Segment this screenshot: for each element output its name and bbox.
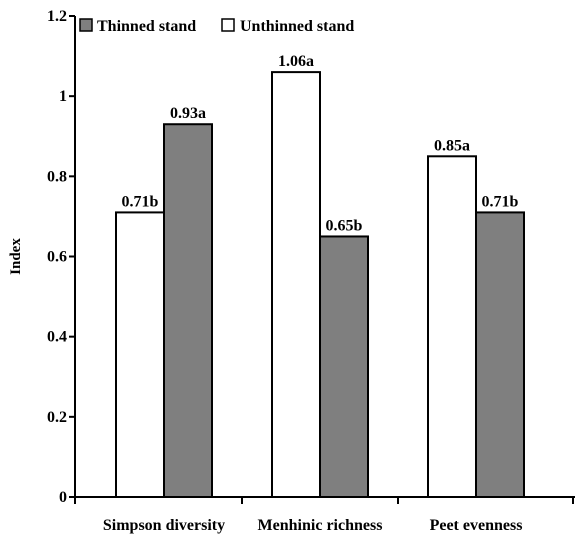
data-label: 0.85a (434, 137, 470, 154)
legend-swatch (79, 18, 93, 32)
legend: Thinned stand Unthinned stand (79, 18, 354, 35)
bar-unthinned (115, 211, 165, 499)
bar-thinned (319, 235, 369, 498)
bar-thinned (475, 211, 525, 499)
bar-unthinned (271, 71, 321, 498)
y-tick-label: 0 (59, 489, 67, 506)
y-tick-label: 1.2 (47, 8, 67, 25)
data-label: 0.93a (170, 105, 206, 122)
data-labels: 0.71b 0.93a 1.06a 0.65b 0.85a 0.71b (122, 53, 519, 234)
y-tick-label: 0.8 (47, 168, 67, 185)
data-label: 1.06a (278, 53, 314, 70)
y-tick-label: 1 (59, 88, 67, 105)
data-label: 0.71b (482, 193, 519, 210)
y-tick-label: 0.6 (47, 249, 67, 266)
x-category-label: Menhinic richness (258, 517, 383, 534)
legend-label: Thinned stand (97, 18, 196, 35)
axes: 0 0.2 0.4 0.6 0.8 1 1.2 Simpson diversity Menhin… (8, 8, 575, 534)
legend-label: Unthinned stand (240, 18, 354, 35)
y-tick-label: 0.2 (47, 409, 67, 426)
data-label: 0.71b (122, 193, 159, 210)
bar-thinned (163, 123, 213, 498)
legend-swatch (221, 18, 235, 32)
data-label: 0.65b (326, 217, 363, 234)
x-category-label: Peet evenness (430, 517, 523, 534)
y-tick-label: 0.4 (47, 329, 67, 346)
bars (115, 71, 525, 499)
bar-unthinned (427, 155, 477, 499)
x-category-label: Simpson diversity (103, 517, 225, 534)
y-axis-title: Index (8, 238, 24, 275)
